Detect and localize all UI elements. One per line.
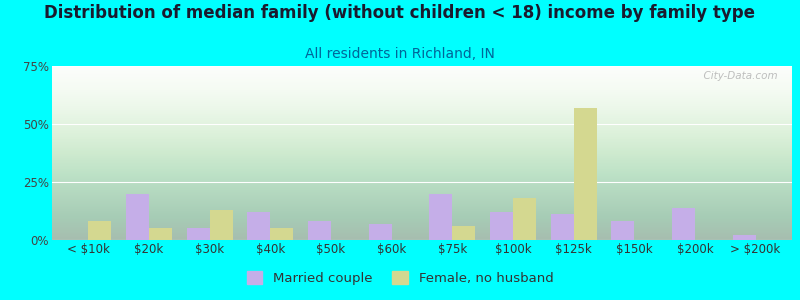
- Bar: [210, 210, 233, 240]
- Bar: [733, 236, 756, 240]
- Text: Distribution of median family (without children < 18) income by family type: Distribution of median family (without c…: [45, 4, 755, 22]
- Bar: [611, 221, 634, 240]
- Bar: [149, 228, 172, 240]
- Text: City-Data.com: City-Data.com: [697, 71, 777, 81]
- Bar: [574, 108, 597, 240]
- Bar: [308, 221, 331, 240]
- Bar: [88, 221, 111, 240]
- Bar: [672, 208, 695, 240]
- Bar: [270, 228, 294, 240]
- Bar: [490, 212, 513, 240]
- Bar: [513, 198, 536, 240]
- Text: All residents in Richland, IN: All residents in Richland, IN: [305, 46, 495, 61]
- Bar: [452, 226, 475, 240]
- Bar: [186, 228, 210, 240]
- Legend: Married couple, Female, no husband: Married couple, Female, no husband: [242, 266, 558, 290]
- Bar: [430, 194, 452, 240]
- Bar: [369, 224, 392, 240]
- Bar: [126, 194, 149, 240]
- Bar: [550, 214, 574, 240]
- Bar: [247, 212, 270, 240]
